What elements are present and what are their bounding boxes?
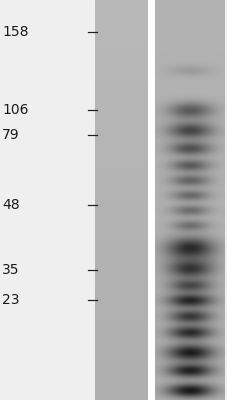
Text: 48: 48 [2, 198, 20, 212]
Text: 106: 106 [2, 103, 28, 117]
Text: 79: 79 [2, 128, 20, 142]
Text: 23: 23 [2, 293, 20, 307]
Text: 35: 35 [2, 263, 20, 277]
Text: 158: 158 [2, 25, 28, 39]
